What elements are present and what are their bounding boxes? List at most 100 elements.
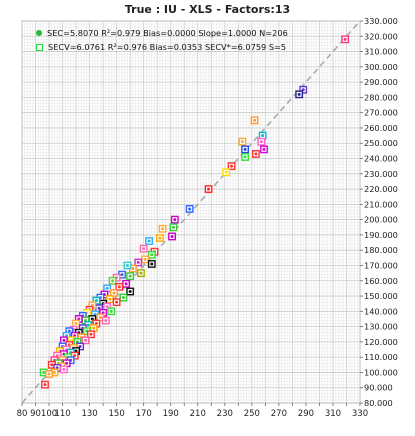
data-point-dot (261, 134, 265, 138)
data-point-dot (171, 225, 175, 229)
data-point-dot (86, 323, 90, 327)
data-point-dot (128, 289, 132, 293)
y-tick-label: 130.000 (364, 322, 398, 332)
data-point-dot (112, 291, 116, 295)
data-point (115, 282, 124, 291)
data-point-dot (136, 260, 140, 264)
data-point (241, 145, 249, 154)
y-tick-label: 250.000 (364, 138, 398, 148)
data-point (110, 289, 118, 297)
data-point-dot (243, 155, 247, 159)
y-axis-ticks: 80.000 90.000 100.000 110.000 120.000 130.000… (360, 16, 398, 408)
legend-text-secv: SECV=6.0761 R²=0.976 Bias=0.0353 SECV*=6… (48, 42, 287, 52)
data-point (227, 162, 236, 171)
data-point-dot (65, 361, 69, 365)
data-point-dot (128, 274, 132, 278)
data-point-dot (170, 234, 174, 238)
data-point (156, 234, 164, 242)
data-point (101, 316, 110, 325)
data-point-dot (188, 207, 192, 211)
y-tick-label: 220.000 (364, 184, 398, 194)
y-tick-label: 230.000 (364, 169, 398, 179)
data-point-dot (125, 263, 129, 267)
data-point (60, 365, 68, 374)
data-point-dot (120, 273, 124, 277)
data-point-dot (121, 296, 125, 300)
data-point (241, 153, 249, 161)
data-point-dot (52, 370, 56, 374)
data-point (81, 336, 90, 345)
y-tick-label: 270.000 (364, 108, 398, 118)
x-tick-label: 270 (271, 409, 287, 419)
data-point-dot (230, 164, 234, 168)
data-point-dot (240, 140, 244, 144)
x-tick-label: 190 (163, 409, 179, 419)
y-tick-label: 100.000 (364, 367, 398, 377)
x-tick-label: 290 (298, 409, 314, 419)
data-point-dot (74, 322, 78, 326)
data-point (257, 137, 266, 146)
data-point (137, 269, 145, 278)
data-point-dot (253, 118, 257, 122)
data-point-dot (297, 92, 301, 96)
data-point (185, 205, 194, 213)
data-point (204, 185, 213, 193)
data-point (141, 255, 149, 264)
y-tick-label: 310.000 (364, 47, 398, 57)
x-tick-label: 110 (54, 409, 70, 419)
chart-title: True : IU - XLS - Factors:13 (124, 3, 291, 16)
x-tick-label: 80 (17, 409, 28, 419)
data-point-dot (150, 253, 154, 257)
x-tick-label: 150 (109, 409, 125, 419)
y-tick-label: 200.000 (364, 215, 398, 225)
data-point (122, 279, 131, 288)
data-point (126, 272, 135, 281)
y-tick-label: 150.000 (364, 291, 398, 301)
data-point-dot (173, 218, 177, 222)
data-point-dot (254, 152, 258, 156)
data-point-dot (161, 227, 165, 231)
data-point-dot (62, 338, 66, 342)
x-tick-label: 170 (136, 409, 152, 419)
data-point (250, 116, 259, 125)
data-point (139, 244, 148, 253)
data-point (112, 298, 121, 307)
y-tick-label: 170.000 (364, 260, 398, 270)
x-tick-label: 330 (352, 409, 368, 419)
y-tick-label: 290.000 (364, 77, 398, 87)
y-tick-label: 330.000 (364, 16, 398, 26)
data-point (238, 137, 247, 146)
data-point (123, 261, 132, 270)
data-point-dot (105, 286, 109, 290)
data-point (168, 232, 176, 241)
data-point-dot (89, 332, 93, 336)
data-point (87, 330, 95, 339)
data-point-dot (207, 187, 211, 191)
data-point-dot (158, 236, 162, 240)
y-tick-label: 260.000 (364, 123, 398, 133)
green-square-icon (36, 43, 43, 51)
y-tick-label: 300.000 (364, 62, 398, 72)
y-tick-label: 190.000 (364, 230, 398, 240)
data-point-dot (124, 282, 128, 286)
data-point (170, 215, 179, 224)
legend-item-validation: SECV=6.0761 R²=0.976 Bias=0.0353 SECV*=6… (36, 40, 288, 54)
y-tick-label: 90.000 (364, 383, 393, 393)
y-tick-label: 80.000 (364, 398, 393, 408)
green-dot-icon (36, 30, 42, 36)
data-point-dot (142, 247, 146, 251)
data-point-dot (115, 300, 119, 304)
data-points (39, 35, 350, 389)
data-point (41, 380, 49, 389)
data-point-dot (150, 262, 154, 266)
data-point-dot (147, 239, 151, 243)
data-point-dot (104, 318, 108, 322)
data-point-dot (50, 363, 54, 367)
data-point-dot (243, 147, 247, 151)
data-point-dot (259, 140, 263, 144)
x-tick-label: 130 (81, 409, 97, 419)
data-point (260, 145, 268, 154)
data-point-dot (111, 279, 115, 283)
